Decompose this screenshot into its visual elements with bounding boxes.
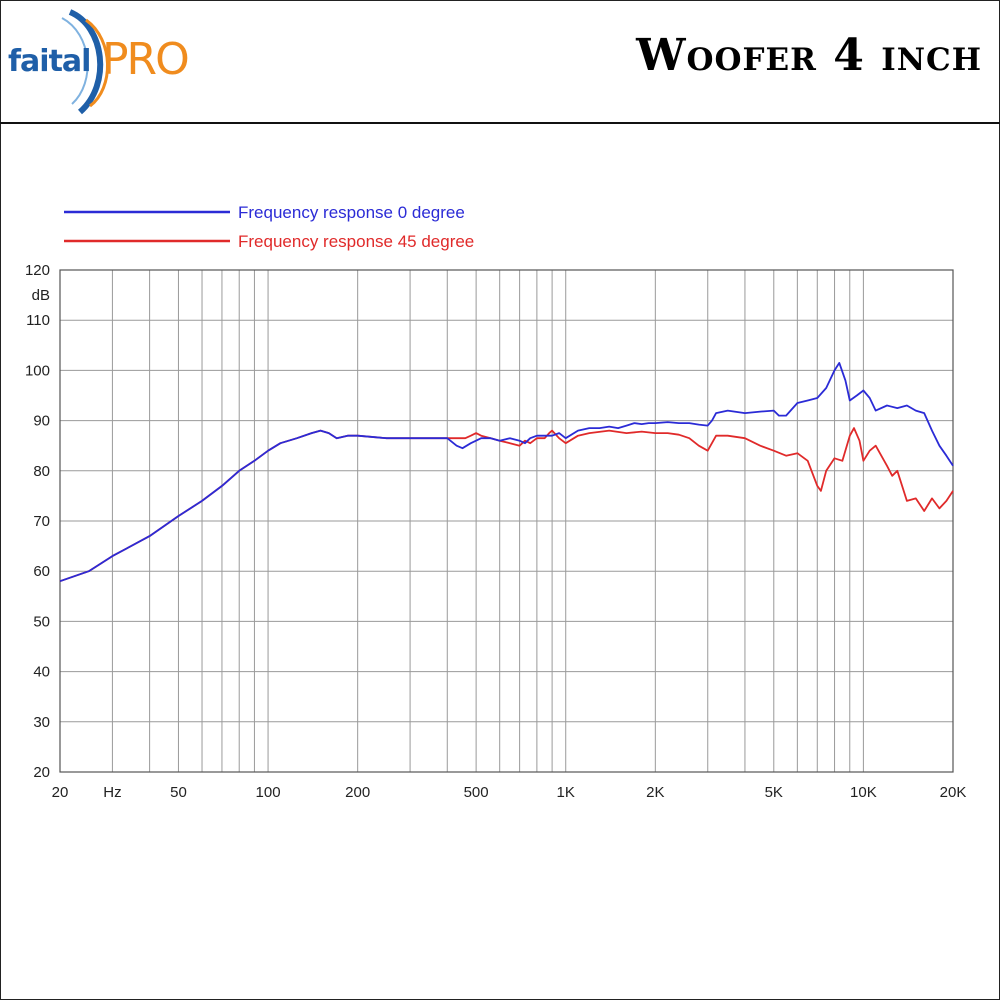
x-tick-label: 5K	[765, 784, 783, 801]
x-tick-label: 100	[256, 784, 281, 801]
x-tick-label: 1K	[557, 784, 575, 801]
y-tick-label: 30	[33, 714, 50, 731]
x-tick-label: 500	[464, 784, 489, 801]
y-tick-label: 70	[33, 513, 50, 530]
series-45-degree-line	[59, 427, 954, 583]
y-tick-label: 40	[33, 664, 50, 681]
x-tick-label: 10K	[850, 784, 877, 801]
series-0-degree-line	[59, 362, 954, 583]
y-tick-label: 110	[26, 312, 50, 329]
y-tick-label: 50	[33, 613, 50, 630]
y-tick-label: 100	[25, 362, 50, 379]
x-tick-label: 20K	[940, 784, 967, 801]
page-header: faital PRO Woofer 4 inch	[0, 0, 1000, 122]
x-tick-label: 200	[345, 784, 370, 801]
logo-pro-text: PRO	[102, 34, 190, 85]
y-axis-ticks: 20 30 40 50 60 70 80 90 100 110 120	[25, 262, 50, 781]
y-tick-label: 90	[33, 413, 50, 430]
x-tick-label: Hz	[103, 784, 121, 801]
frequency-response-chart: 20 30 40 50 60 70 80 90 100 110 120 20 Hz 50 100 200 50…	[25, 203, 967, 801]
plot-area-border	[59, 269, 954, 773]
y-axis-label: dB	[32, 287, 50, 304]
chart-grid	[59, 269, 954, 773]
logo-faital-text: faital	[8, 44, 91, 79]
x-axis-ticks: 20 Hz 50 100 200 500 1K 2K 5K 10K 20K	[52, 784, 967, 801]
logo-arc-icon	[61, 9, 109, 115]
chart-legend: Frequency response 0 degree Frequency res…	[64, 203, 474, 251]
header-divider	[0, 122, 1000, 124]
y-tick-label: 20	[33, 764, 50, 781]
y-tick-label: 60	[33, 563, 50, 580]
brand-logo: faital PRO	[2, 4, 202, 118]
x-tick-label: 20	[52, 784, 69, 801]
y-tick-label: 80	[33, 463, 50, 480]
x-tick-label: 50	[170, 784, 187, 801]
x-tick-label: 2K	[646, 784, 664, 801]
y-tick-label: 120	[25, 262, 50, 279]
legend-label: Frequency response 0 degree	[238, 203, 465, 222]
legend-label: Frequency response 45 degree	[238, 232, 474, 251]
page-title: Woofer 4 inch	[636, 30, 982, 81]
series-layer	[59, 362, 954, 583]
